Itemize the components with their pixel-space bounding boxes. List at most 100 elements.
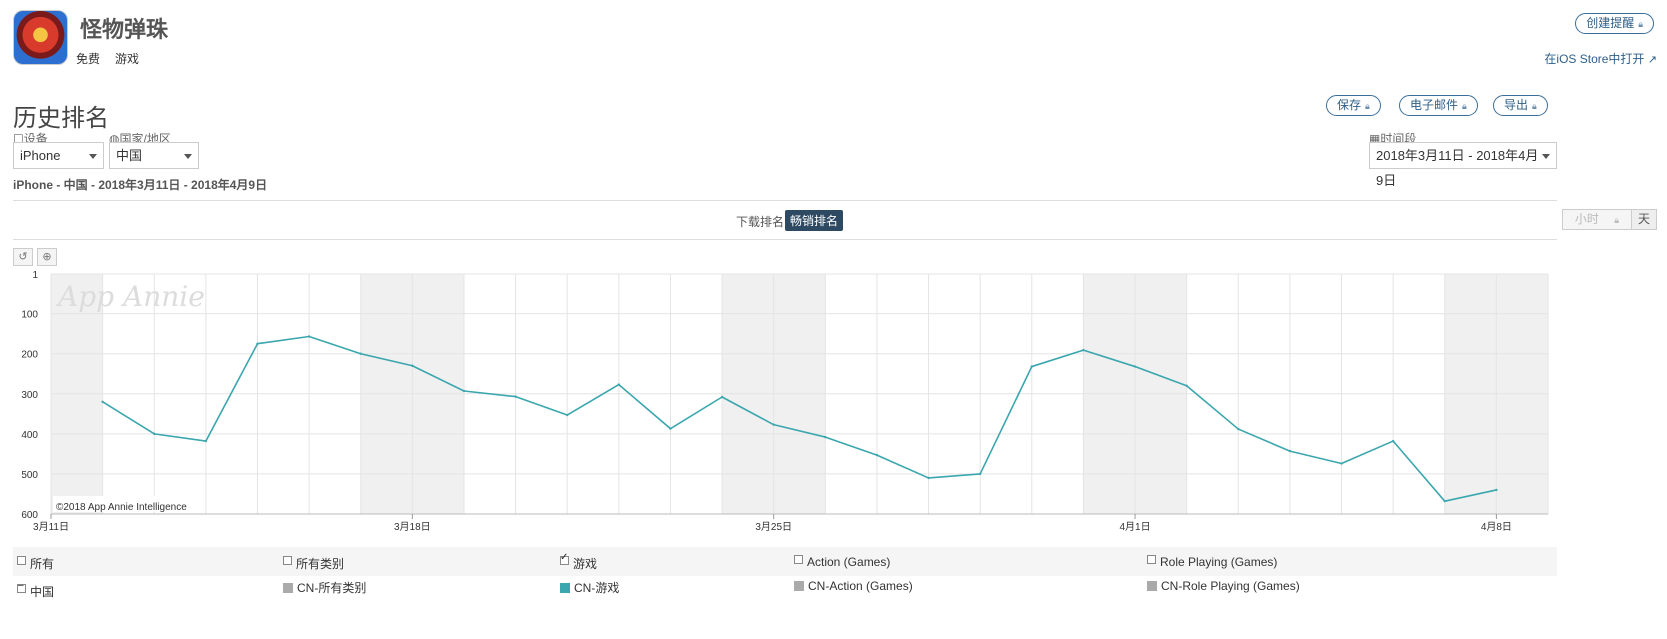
- granularity-toggle: 小时 🔒︎ 天: [1561, 209, 1657, 230]
- daily-button[interactable]: 天: [1631, 210, 1656, 229]
- checkbox-partial-icon[interactable]: [17, 580, 26, 593]
- save-button[interactable]: 保存 🔒︎: [1326, 95, 1381, 116]
- divider: [13, 239, 1557, 240]
- x-tick-label: 4月8日: [1481, 521, 1512, 533]
- checkbox-icon[interactable]: [283, 556, 292, 565]
- series-swatch: [1147, 581, 1157, 591]
- save-label: 保存: [1337, 98, 1362, 112]
- lock-icon: 🔒︎: [1638, 19, 1643, 29]
- series-point: [1391, 439, 1395, 443]
- series-point: [1340, 462, 1343, 465]
- chevron-down-icon: [89, 154, 97, 159]
- email-label: 电子邮件: [1410, 98, 1459, 112]
- rank-history-chart: 1 100 200 300 400 500 600 3月11日 3月18日 3月25日 4月1日 4…: [21, 270, 1549, 533]
- legend-label: Action (Games): [807, 555, 891, 569]
- app-icon: [13, 10, 68, 65]
- series-swatch: [560, 582, 570, 593]
- app-name: 怪物弹珠: [80, 17, 169, 42]
- export-label: 导出: [1504, 98, 1529, 112]
- series-point: [1082, 348, 1085, 352]
- device-select[interactable]: iPhone: [13, 142, 104, 169]
- y-tick-label: 300: [21, 390, 38, 401]
- tab-grossing[interactable]: 畅销排名: [785, 210, 844, 231]
- legend-label: CN-Action (Games): [808, 579, 913, 593]
- tab-downloads[interactable]: 下载排名: [736, 215, 785, 229]
- lock-icon: 🔒︎: [1614, 215, 1619, 225]
- checkbox-icon[interactable]: [17, 556, 26, 565]
- legend-label: 中国: [30, 585, 55, 599]
- series-point: [307, 335, 311, 338]
- undo-icon[interactable]: ↺: [13, 248, 33, 266]
- series-point: [101, 400, 104, 404]
- legend-country[interactable]: 中国: [17, 580, 55, 600]
- series-point: [1495, 488, 1498, 492]
- series-point: [359, 352, 362, 355]
- calendar-icon: ▦: [1369, 132, 1381, 146]
- lock-icon: 🔒︎: [1462, 101, 1467, 111]
- checkbox-checked-icon[interactable]: [560, 552, 569, 565]
- device-icon: ☐: [13, 132, 24, 146]
- x-tick-label: 3月11日: [33, 521, 69, 533]
- series-point: [566, 413, 569, 417]
- hourly-button[interactable]: 小时 🔒︎: [1562, 210, 1632, 229]
- legend-series-all[interactable]: CN-所有类别: [283, 579, 366, 596]
- legend-series-action[interactable]: CN-Action (Games): [794, 579, 913, 593]
- y-tick-label: 400: [21, 430, 38, 441]
- series-point: [720, 395, 724, 399]
- y-tick-label: 100: [21, 310, 38, 321]
- app-category-link[interactable]: 游戏: [115, 52, 140, 66]
- legend-games[interactable]: 游戏: [560, 552, 597, 572]
- country-select[interactable]: 中国: [109, 142, 199, 169]
- chart-watermark: App Annie: [55, 280, 205, 313]
- country-value: 中国: [116, 148, 143, 163]
- copyright-bg: [53, 496, 201, 512]
- series-point: [1185, 384, 1188, 387]
- legend-role-playing[interactable]: Role Playing (Games): [1147, 554, 1277, 569]
- legend-series-games[interactable]: CN-游戏: [560, 579, 619, 596]
- legend-label: CN-Role Playing (Games): [1161, 579, 1300, 593]
- export-button[interactable]: 导出 🔒︎: [1493, 95, 1548, 116]
- email-button[interactable]: 电子邮件 🔒︎: [1399, 95, 1478, 116]
- external-link-icon: ↗: [1647, 54, 1657, 66]
- chevron-down-icon: [184, 154, 192, 159]
- series-swatch: [283, 582, 293, 593]
- series-point: [204, 439, 208, 443]
- legend-all[interactable]: 所有: [17, 555, 54, 572]
- globe-icon: ◍: [109, 132, 120, 146]
- series-point: [824, 435, 827, 439]
- y-tick-label: 200: [21, 350, 38, 361]
- series-point: [875, 453, 879, 457]
- period-select[interactable]: 2018年3月11日 - 2018年4月9日: [1369, 142, 1557, 188]
- create-alert-button[interactable]: 创建提醒 🔒︎: [1575, 13, 1654, 34]
- legend-label: 所有类别: [296, 557, 345, 571]
- legend-series-role-playing[interactable]: CN-Role Playing (Games): [1147, 579, 1300, 593]
- checkbox-icon[interactable]: [794, 554, 803, 564]
- series-point: [1443, 499, 1446, 503]
- series-point: [1237, 427, 1240, 431]
- device-value: iPhone: [20, 148, 61, 163]
- zoom-in-icon[interactable]: ⊕: [37, 248, 57, 266]
- chart-copyright: ©2018 App Annie Intelligence: [56, 502, 187, 513]
- legend-all-categories[interactable]: 所有类别: [283, 555, 344, 572]
- filter-summary: iPhone - 中国 - 2018年3月11日 - 2018年4月9日: [13, 178, 268, 192]
- legend-label: CN-游戏: [574, 581, 620, 595]
- series-point: [978, 472, 982, 476]
- series-line: [102, 335, 1497, 502]
- x-tick-label: 3月25日: [755, 521, 792, 533]
- legend-label: CN-所有类别: [297, 581, 367, 595]
- series-point: [256, 342, 259, 345]
- series-point: [514, 395, 517, 398]
- series-point: [153, 432, 156, 436]
- checkbox-icon[interactable]: [1147, 554, 1156, 564]
- x-tick-label: 4月1日: [1119, 521, 1150, 533]
- chevron-down-icon: [1542, 154, 1550, 159]
- period-value: 2018年3月11日 - 2018年4月9日: [1376, 148, 1539, 188]
- lock-icon: 🔒︎: [1532, 101, 1537, 111]
- open-store-label: 在iOS Store中打开: [1544, 52, 1645, 66]
- series-swatch: [794, 581, 804, 591]
- series-point: [462, 389, 466, 393]
- section-title: 历史排名: [13, 105, 109, 132]
- open-store-link[interactable]: 在iOS Store中打开 ↗: [1544, 50, 1657, 67]
- app-price: 免费: [76, 52, 101, 66]
- legend-action[interactable]: Action (Games): [794, 554, 891, 569]
